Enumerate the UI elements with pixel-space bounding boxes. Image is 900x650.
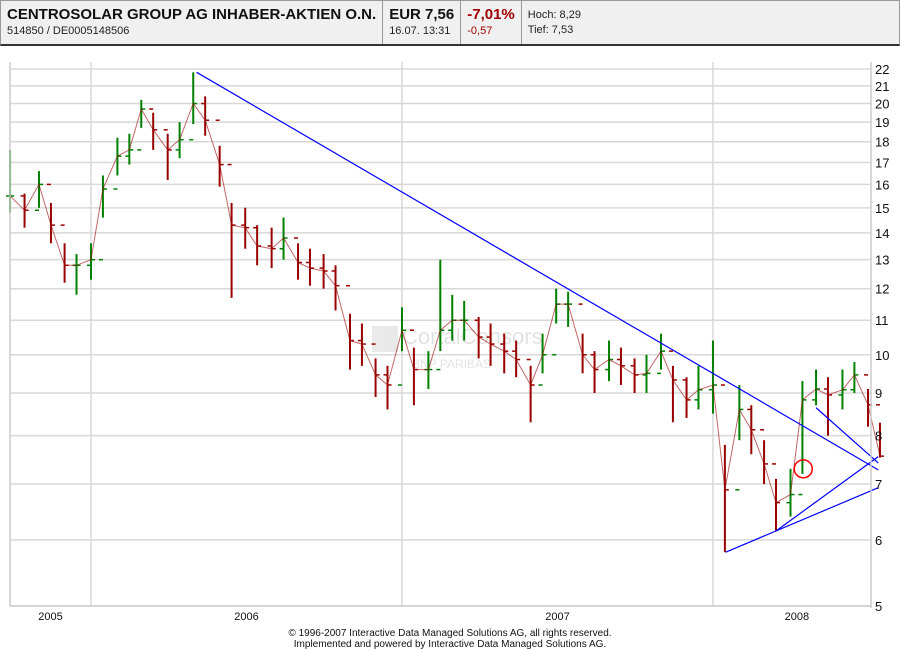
last-price: EUR 7,56 [389,6,455,23]
trendlines [196,71,879,553]
watermark-logo-box [372,326,398,352]
axes: 5 6 7 8 9 10 11 12 13 14 15 16 17 18 19 20 21 22 2005 2006 2… [9,62,889,623]
y-tick-label: 9 [875,386,882,401]
day-high: Hoch: 8,29 [527,9,581,21]
watermark-line1: CortalConsors [402,324,543,349]
y-tick-label: 16 [875,177,889,192]
copyright: © 1996-2007 Interactive Data Managed Sol… [288,628,612,639]
security-ids: 514850 / DE0005148506 [7,25,130,37]
y-tick-label: 11 [875,313,889,328]
x-tick-label: 2008 [785,611,809,623]
ohlc-bars [6,72,884,553]
y-tick-label: 13 [875,253,889,268]
watermark-logo: CortalConsors BNP PARIBAS [372,324,543,371]
price-cell: EUR 7,56 16.07. 13:31 [383,1,462,44]
watermark-line2: BNP PARIBAS [412,357,491,371]
y-tick-label: 5 [875,599,882,614]
powered-by: Implemented and powered by Interactive D… [293,639,607,650]
range-cell: Hoch: 8,29 Tief: 7,53 [522,1,899,44]
change-percent: -7,01% [467,6,515,23]
change-cell: -7,01% -0,57 [461,1,522,44]
y-tick-label: 10 [875,348,889,363]
y-tick-label: 20 [875,97,889,112]
annotation-circle [793,459,814,479]
trendline [775,456,879,532]
x-tick-label: 2007 [545,611,569,623]
trendline [196,71,879,471]
close-path [9,102,881,504]
footer: © 1996-2007 Interactive Data Managed Sol… [0,628,900,650]
day-low: Tief: 7,53 [527,24,574,36]
y-tick-label: 18 [875,135,889,150]
security-cell: CENTROSOLAR GROUP AG INHABER-AKTIEN O.N.… [1,1,384,44]
y-tick-label: 15 [875,201,889,216]
quote-header: CENTROSOLAR GROUP AG INHABER-AKTIEN O.N.… [0,0,900,46]
y-tick-label: 21 [875,79,889,94]
y-tick-label: 22 [875,62,889,77]
quote-datetime: 16.07. 13:31 [389,25,451,37]
trendline [815,407,879,464]
change-absolute: -0,57 [467,25,493,37]
y-tick-label: 17 [875,155,889,170]
x-tick-label: 2006 [234,611,258,623]
y-tick-label: 14 [875,226,889,241]
y-tick-label: 7 [875,477,882,492]
y-tick-label: 12 [875,282,889,297]
x-tick-label: 2005 [38,611,62,623]
trendline [725,487,879,553]
y-tick-label: 6 [875,533,882,548]
grid [10,62,871,607]
y-tick-label: 19 [875,115,889,130]
security-title: CENTROSOLAR GROUP AG INHABER-AKTIEN O.N. [7,6,377,23]
y-tick-label: 8 [875,429,882,444]
